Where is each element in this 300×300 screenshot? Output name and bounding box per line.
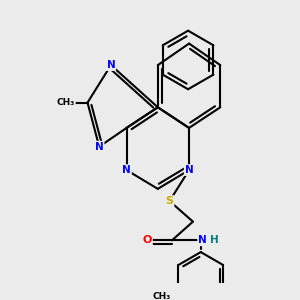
Text: N: N: [106, 60, 115, 70]
Text: N: N: [185, 165, 194, 175]
Text: N: N: [122, 165, 131, 175]
Text: CH₃: CH₃: [153, 292, 171, 300]
Text: S: S: [166, 196, 173, 206]
Text: H: H: [210, 236, 219, 245]
Text: N: N: [95, 142, 103, 152]
Text: O: O: [142, 236, 152, 245]
Text: CH₃: CH₃: [57, 98, 75, 107]
Text: N: N: [198, 236, 207, 245]
